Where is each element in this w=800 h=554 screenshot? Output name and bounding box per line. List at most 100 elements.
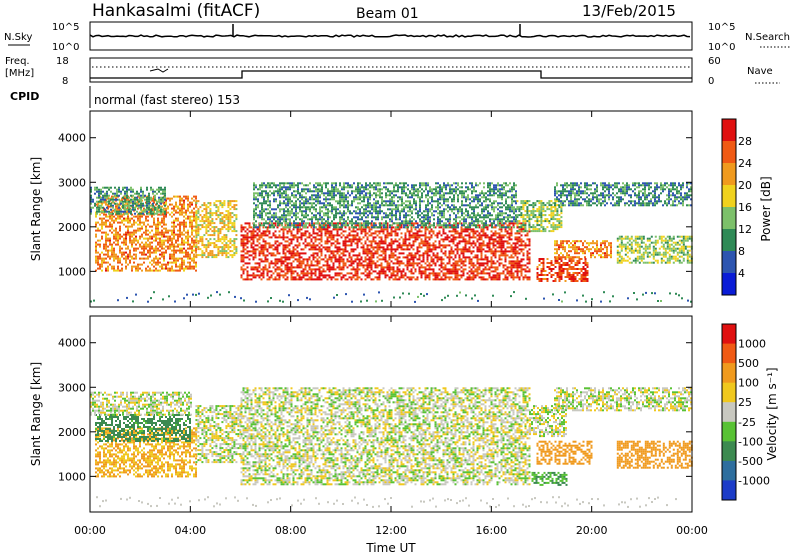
heatmap-cell xyxy=(119,257,121,260)
heatmap-cell xyxy=(113,235,115,238)
heatmap-cell xyxy=(368,256,371,259)
heatmap-cell xyxy=(97,221,99,224)
heatmap-cell xyxy=(502,254,505,257)
heatmap-cell xyxy=(357,192,359,195)
heatmap-cell xyxy=(96,212,98,215)
heatmap-cell xyxy=(287,224,289,227)
heatmap-cell xyxy=(284,240,287,243)
heatmap-cell xyxy=(101,263,103,266)
heatmap-cell xyxy=(327,204,329,207)
heatmap-cell xyxy=(260,236,263,239)
heatmap-cell xyxy=(300,270,303,273)
heatmap-cell xyxy=(476,254,479,257)
heatmap-cell xyxy=(351,218,353,221)
heatmap-cell xyxy=(428,276,431,279)
heatmap-cell xyxy=(376,276,379,279)
heatmap-cell xyxy=(363,212,365,215)
heatmap-cell xyxy=(350,272,353,275)
heatmap-cell xyxy=(318,246,321,249)
heatmap-cell xyxy=(302,234,305,237)
heatmap-cell xyxy=(285,196,287,199)
heatmap-cell xyxy=(92,198,94,201)
heatmap-cell xyxy=(157,219,159,222)
heatmap-cell xyxy=(111,231,113,234)
heatmap-cell xyxy=(113,265,115,268)
heatmap-cell xyxy=(335,182,337,185)
heatmap-cell xyxy=(267,196,269,199)
heatmap-cell xyxy=(162,210,164,213)
heatmap-cell xyxy=(179,201,181,204)
heatmap-cell xyxy=(346,266,349,269)
heatmap-cell xyxy=(217,206,220,209)
heatmap-cell xyxy=(130,200,132,203)
heatmap-cell xyxy=(372,278,375,281)
heatmap-cell xyxy=(308,242,311,245)
heatmap-cell xyxy=(424,244,427,247)
heatmap-cell xyxy=(518,248,521,251)
heatmap-cell xyxy=(331,224,333,227)
heatmap-cell xyxy=(351,192,353,195)
heatmap-cell xyxy=(187,267,189,270)
heatmap-cell xyxy=(305,208,307,211)
heatmap-cell xyxy=(133,265,135,268)
heatmap-cell xyxy=(384,238,387,241)
heatmap-cell xyxy=(266,228,269,231)
heatmap-cell xyxy=(221,250,224,253)
heatmap-cell xyxy=(203,208,206,211)
heatmap-cell xyxy=(308,272,311,275)
heatmap-cell xyxy=(422,254,425,257)
heatmap-cell xyxy=(193,265,195,268)
heatmap-cell xyxy=(330,258,333,261)
heatmap-cell xyxy=(386,230,389,233)
heatmap-cell xyxy=(384,236,387,239)
heatmap-cell xyxy=(340,228,343,231)
heatmap-cell xyxy=(364,230,367,233)
heatmap-cell xyxy=(159,223,161,226)
heatmap-cell xyxy=(355,220,357,223)
heatmap-cell xyxy=(102,206,104,209)
heatmap-cell xyxy=(153,233,155,236)
heatmap-cell xyxy=(213,204,216,207)
heatmap-cell xyxy=(279,218,281,221)
heatmap-cell xyxy=(478,224,481,227)
heatmap-cell xyxy=(460,250,463,253)
heatmap-cell xyxy=(169,247,171,250)
heatmap-cell xyxy=(242,254,245,257)
heatmap-cell xyxy=(233,208,236,211)
heatmap-cell xyxy=(410,246,413,249)
heatmap-cell xyxy=(135,255,137,258)
heatmap-cell xyxy=(114,186,116,189)
heatmap-cell xyxy=(504,278,507,281)
heatmap-cell xyxy=(464,238,467,241)
heatmap-cell xyxy=(518,262,521,265)
heatmap-cell xyxy=(504,276,507,279)
heatmap-cell xyxy=(522,248,525,251)
heatmap-cell xyxy=(155,231,157,234)
heatmap-cell xyxy=(163,231,165,234)
heatmap-cell xyxy=(288,230,291,233)
heatmap-cell xyxy=(510,234,513,237)
heatmap-cell xyxy=(336,266,339,269)
noise-left-tick-bottom: 10^0 xyxy=(52,42,79,53)
heatmap-cell xyxy=(161,233,163,236)
heatmap-cell xyxy=(514,264,517,267)
heatmap-cell xyxy=(410,256,413,259)
heatmap-cell xyxy=(327,182,329,185)
heatmap-cell xyxy=(268,278,271,281)
heatmap-cell xyxy=(133,261,135,264)
heatmap-cell xyxy=(352,248,355,251)
heatmap-cell xyxy=(95,261,97,264)
heatmap-cell xyxy=(368,260,371,263)
heatmap-cell xyxy=(99,245,101,248)
heatmap-cell xyxy=(422,266,425,269)
heatmap-cell xyxy=(138,206,140,209)
heatmap-cell xyxy=(474,268,477,271)
heatmap-cell xyxy=(450,248,453,251)
heatmap-cell xyxy=(296,254,299,257)
heatmap-cell xyxy=(472,264,475,267)
heatmap-cell xyxy=(303,210,305,213)
heatmap-cell xyxy=(153,235,155,238)
heatmap-cell xyxy=(242,244,245,247)
heatmap-cell xyxy=(486,228,489,231)
heatmap-cell xyxy=(522,264,525,267)
